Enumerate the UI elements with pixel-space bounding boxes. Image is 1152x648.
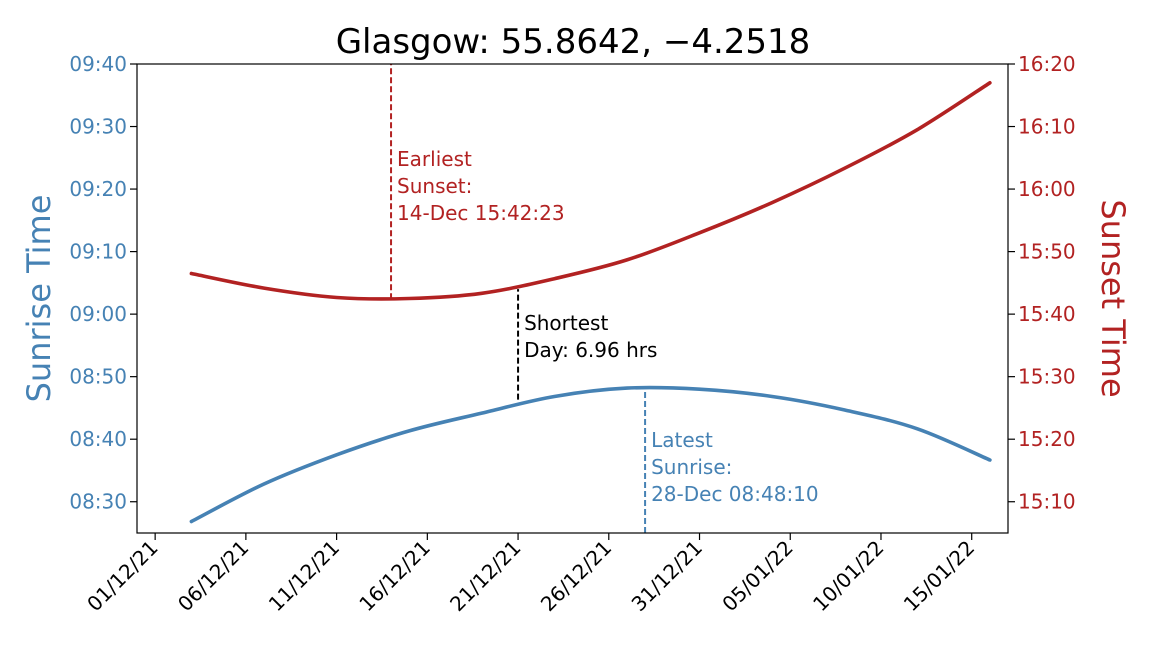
y-right-tick-label: 15:40 — [1018, 302, 1076, 326]
y-left-tick-label: 08:30 — [69, 490, 127, 514]
x-tick-label: 11/12/21 — [264, 536, 344, 616]
y-left-tick-label: 09:00 — [69, 302, 127, 326]
y-left-tick-label: 08:40 — [69, 427, 127, 451]
plot-area: 01/12/21 06/12/21 11/12/21 16/12/21 21/12/21… — [69, 52, 1075, 616]
plot-frame — [136, 63, 1009, 534]
y-left-tick-label: 09:30 — [69, 115, 127, 139]
y-right-tick-label: 15:10 — [1018, 490, 1076, 514]
y-right-tick-label: 15:20 — [1018, 427, 1076, 451]
sunrise-series-line — [189, 385, 992, 524]
x-tick-label: 26/12/21 — [536, 536, 616, 616]
x-tick-label: 15/01/22 — [899, 536, 979, 616]
x-tick-label: 31/12/21 — [627, 536, 707, 616]
y-axis-left-label: Sunrise Time — [20, 195, 58, 403]
x-tick-label: 06/12/21 — [173, 536, 253, 616]
y-right-tick-label: 16:00 — [1018, 177, 1076, 201]
y-right-tick-label: 15:50 — [1018, 240, 1076, 264]
y-left-tick-label: 09:20 — [69, 177, 127, 201]
y-axis-right-label: Sunset Time — [1094, 199, 1132, 397]
x-tick-label: 10/01/22 — [808, 536, 888, 616]
y-right-tick-label: 15:30 — [1018, 365, 1076, 389]
x-tick-label: 05/01/22 — [717, 536, 797, 616]
chart-title: Glasgow: 55.8642, −4.2518 — [336, 22, 811, 62]
y-right-tick-label: 16:20 — [1018, 52, 1076, 76]
x-tick-label: 16/12/21 — [354, 536, 434, 616]
y-right-tick-label: 16:10 — [1018, 115, 1076, 139]
x-tick-label: 01/12/21 — [82, 536, 162, 616]
y-left-tick-label: 09:40 — [69, 52, 127, 76]
y-left-tick-label: 09:10 — [69, 240, 127, 264]
annotation-label: Shortest Day: 6.96 hrs — [524, 311, 657, 362]
y-left-tick-label: 08:50 — [69, 365, 127, 389]
annotation-label: Earliest Sunset: 14-Dec 15:42:23 — [397, 147, 565, 225]
annotation-label: Latest Sunrise: 28-Dec 08:48:10 — [651, 428, 819, 506]
sunset-series-line — [189, 81, 992, 301]
x-tick-label: 21/12/21 — [445, 536, 525, 616]
